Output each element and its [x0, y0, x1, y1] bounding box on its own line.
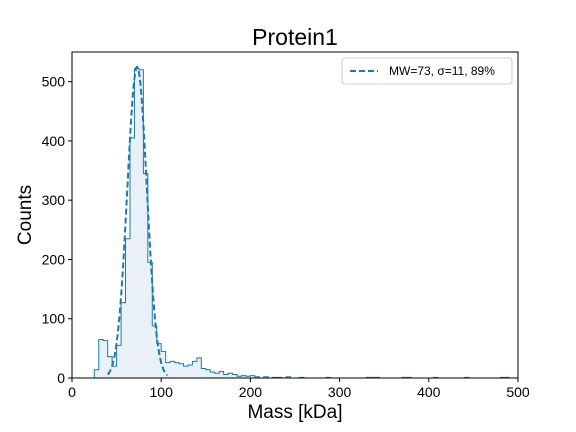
histogram-bar [174, 362, 180, 378]
histogram-bar [245, 376, 251, 378]
histogram-bar [241, 375, 246, 378]
gaussian-fit-line [106, 65, 169, 377]
histogram-bar [201, 368, 206, 378]
histogram-bar [183, 366, 188, 378]
x-tick-label: 500 [506, 384, 530, 400]
plot-area [93, 65, 510, 379]
histogram-bar [196, 357, 202, 378]
plot-frame [71, 51, 519, 379]
y-tick-label: 0 [57, 370, 65, 386]
x-tick-label: 0 [68, 384, 76, 400]
y-tick-label: 300 [42, 192, 66, 208]
y-tick-label: 100 [42, 311, 66, 327]
legend-label-fit: MW=73, σ=11, 89% [389, 64, 495, 78]
x-tick-label: 400 [417, 384, 441, 400]
y-tick-label: 200 [42, 251, 66, 267]
histogram-bar [94, 369, 99, 378]
histogram-bar [286, 376, 291, 378]
histogram-bar [210, 372, 215, 378]
histogram-bar [107, 356, 113, 378]
y-tick-label: 400 [42, 133, 66, 149]
histogram-bar [187, 364, 193, 378]
histogram-bar [103, 340, 108, 378]
histogram-bar [125, 238, 130, 378]
x-tick-label: 100 [150, 384, 174, 400]
histogram-bar [223, 374, 229, 378]
histogram-bar [156, 343, 162, 378]
histogram-bar [143, 173, 148, 378]
histogram-bar [179, 363, 184, 378]
histogram-bar [121, 302, 126, 378]
x-axis-label: Mass [kDa] [247, 402, 342, 423]
legend-box [341, 57, 513, 85]
histogram-bar [237, 376, 242, 378]
x-tick-label: 300 [328, 384, 352, 400]
x-tick-label: 200 [239, 384, 263, 400]
histogram-bar [232, 374, 238, 378]
histogram-bar [192, 361, 197, 378]
histogram-bar [254, 376, 260, 378]
histogram-bar [165, 362, 171, 378]
histogram-bar [250, 375, 255, 378]
histogram-bar [205, 369, 211, 378]
histogram-bar [112, 366, 117, 378]
histogram-bar [116, 345, 122, 378]
histogram-bar [161, 351, 166, 378]
histogram-bar [152, 325, 157, 378]
axis-ticks: 0 100 200 300 400 500 0 100 200 300 400 500 [42, 74, 530, 400]
y-axis-label: Counts [15, 185, 36, 245]
histogram-bar [228, 373, 233, 378]
histogram-bar [138, 69, 144, 379]
histogram-bar [263, 376, 269, 378]
histogram-bar [170, 361, 175, 378]
y-tick-label: 500 [42, 74, 66, 90]
legend: MW=73, σ=11, 89% [341, 57, 513, 85]
histogram-bar [129, 137, 135, 378]
chart-title: Protein1 [252, 24, 338, 50]
histogram-bar [219, 371, 224, 378]
histogram-bar [147, 262, 153, 378]
histogram-bar [214, 373, 220, 378]
histogram-bar [98, 339, 104, 378]
histogram-bar [134, 68, 139, 378]
